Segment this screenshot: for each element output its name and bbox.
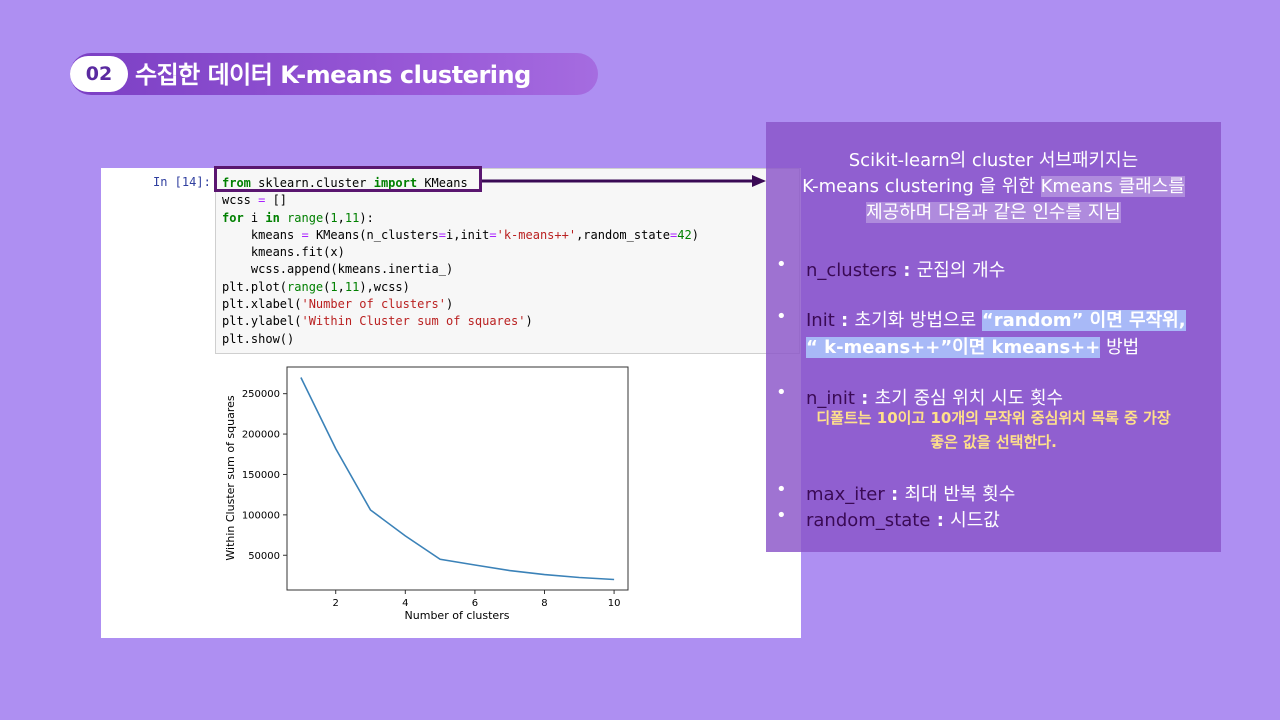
param-max-iter: max_iter : 최대 반복 횟수 (806, 484, 1016, 505)
x-tick-label: 6 (472, 598, 478, 609)
intro-line-2: K-means clustering 을 위한 Kmeans 클래스를 (802, 176, 1185, 197)
y-tick-label: 50000 (248, 551, 280, 562)
code-block: from sklearn.cluster import KMeans wcss =… (222, 175, 699, 348)
title-bar (70, 53, 598, 95)
code-line-9: plt.ylabel('Within Cluster sum of square… (222, 314, 533, 329)
bullet-symbol: • (776, 254, 787, 275)
cell-prompt: In [14]: (153, 175, 211, 189)
section-number: 02 (70, 56, 128, 92)
page-title: 수집한 데이터 K-means clustering (135, 61, 531, 89)
code-line-1: from sklearn.cluster import KMeans (222, 176, 468, 190)
param-random-state: random_state : 시드값 (806, 510, 1000, 531)
code-cell (215, 168, 800, 354)
x-tick-label: 10 (608, 598, 621, 609)
y-tick-label: 250000 (242, 389, 280, 400)
x-tick-label: 2 (333, 598, 339, 609)
y-tick-label: 100000 (242, 510, 280, 521)
y-axis-label: Within Cluster sum of squares (224, 395, 237, 561)
intro-line-1: Scikit-learn의 cluster 서브패키지는 (848, 150, 1139, 171)
code-line-10: plt.show() (222, 331, 295, 346)
y-tick-label: 200000 (242, 430, 280, 441)
elbow-chart: 2 4 6 8 10 50000 100000 150000 200000 250000 Numb… (224, 366, 629, 622)
code-line-4: kmeans = KMeans(n_clusters=i,init='k-mea… (222, 227, 699, 242)
code-line-3: for i in range(1,11): (222, 210, 374, 225)
intro-line-3: 제공하며 다음과 같은 인수를 지님 (866, 202, 1121, 223)
import-highlight-box (214, 166, 482, 192)
wcss-line (300, 377, 615, 581)
code-line-6: wcss.append(kmeans.inertia_) (222, 262, 454, 277)
code-line-7: plt.plot(range(1,11),wcss) (222, 279, 410, 294)
x-axis-label: Number of clusters (405, 609, 510, 622)
y-tick-label: 150000 (242, 470, 280, 481)
x-tick-label: 4 (402, 598, 408, 609)
bullet-symbol: • (776, 382, 787, 403)
param-init: Init : 초기화 방법으로 “random” 이면 무작위, (806, 310, 1186, 331)
bullet-symbol: • (776, 479, 787, 500)
default-note: 디폴트는 10이고 10개의 무작위 중심위치 목록 중 가장 좋은 값을 선택… (816, 409, 1171, 451)
arrow-icon (482, 175, 766, 187)
param-n-clusters: n_clusters : 군집의 개수 (806, 260, 1006, 281)
panel-intro: Scikit-learn의 cluster 서브패키지는 K-means clu… (766, 148, 1221, 226)
code-line-8: plt.xlabel('Number of clusters') (222, 297, 454, 312)
bullet-symbol: • (776, 505, 787, 526)
bullet-symbol: • (776, 306, 787, 327)
code-line-5: kmeans.fit(x) (222, 245, 345, 260)
param-n-init: n_init : 초기 중심 위치 시도 횟수 (806, 388, 1064, 409)
code-line-2: wcss = [] (222, 193, 288, 208)
plot-frame (286, 366, 629, 591)
x-tick-label: 8 (541, 598, 547, 609)
param-init-cont: “ k-means++”이면 kmeans++ 방법 (806, 337, 1140, 358)
